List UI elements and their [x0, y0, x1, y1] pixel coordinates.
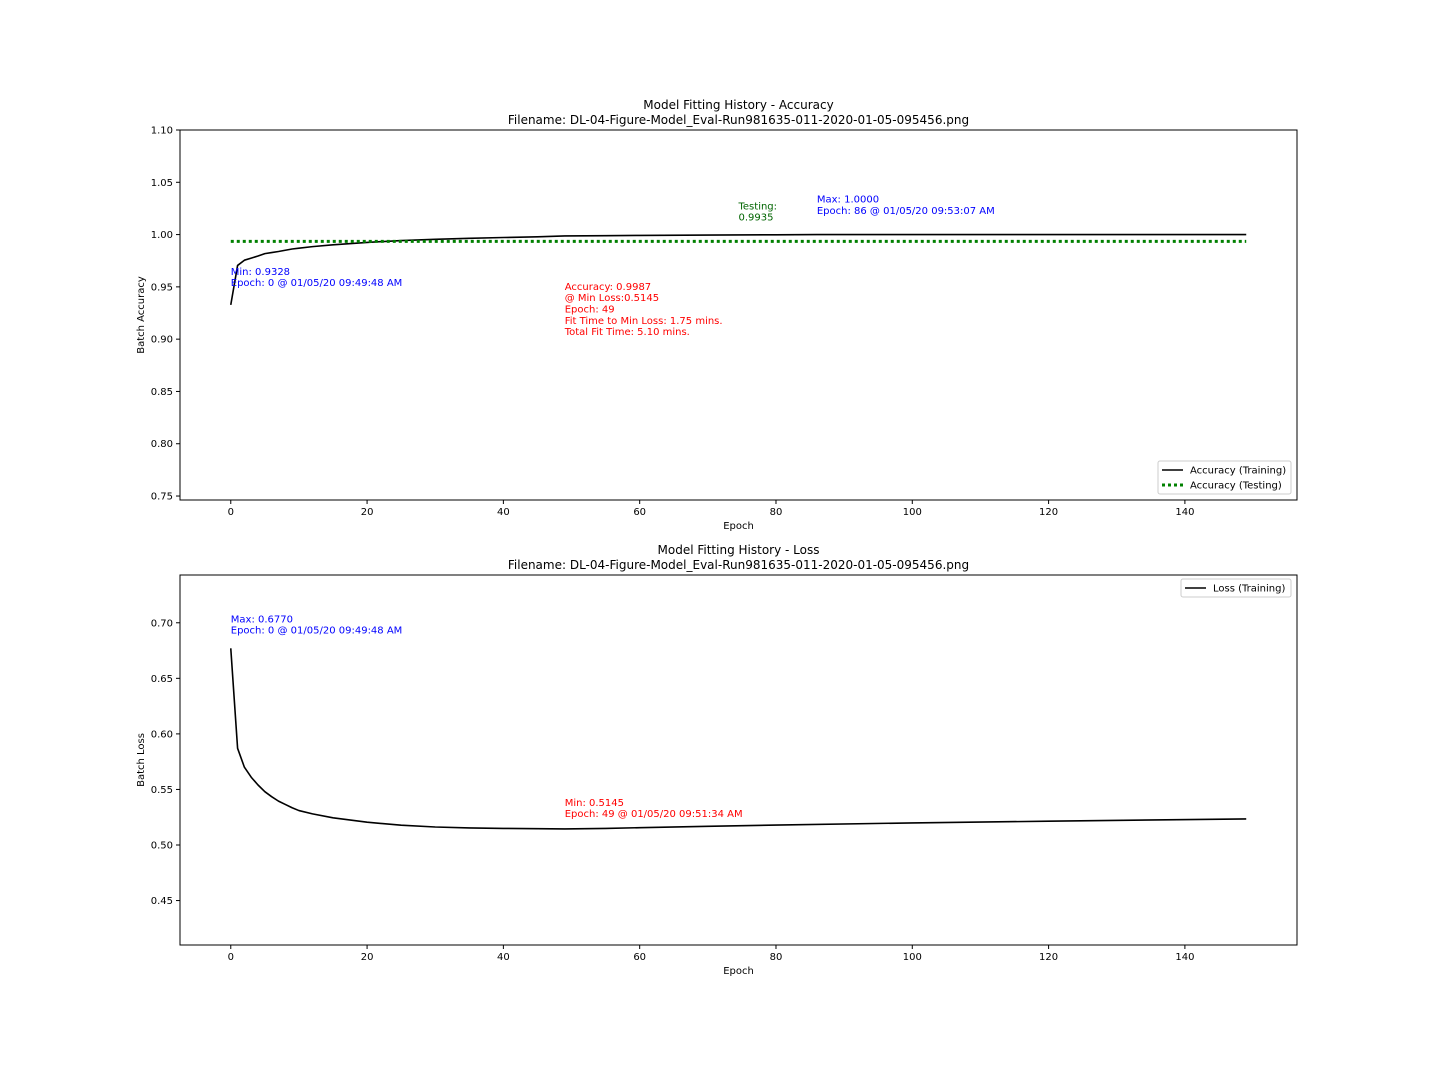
annotation-line: Epoch: 49 — [565, 305, 615, 316]
x-tick-label: 40 — [497, 952, 510, 963]
y-tick-label: 0.95 — [151, 282, 173, 293]
y-tick-label: 0.65 — [151, 674, 173, 685]
annotation-line: Epoch: 86 @ 01/05/20 09:53:07 AM — [817, 206, 995, 217]
x-tick-label: 120 — [1039, 507, 1058, 518]
legend: Loss (Training) — [1180, 578, 1292, 598]
x-tick-label: 80 — [770, 507, 783, 518]
y-tick-label: 1.05 — [151, 178, 173, 189]
y-tick-label: 0.55 — [151, 785, 173, 796]
x-tick-label: 100 — [903, 507, 922, 518]
annotation-line: @ Min Loss:0.5145 — [565, 293, 659, 304]
x-tick-label: 20 — [361, 507, 374, 518]
x-tick-label: 40 — [497, 507, 510, 518]
annotation: Accuracy: 0.9987@ Min Loss:0.5145Epoch: … — [564, 282, 723, 338]
y-tick-label: 0.45 — [151, 896, 173, 907]
annotation-line: Max: 0.6770 — [231, 614, 293, 625]
annotation: Testing:0.9935 — [738, 201, 778, 223]
legend: Accuracy (Training) Accuracy (Testing) — [1157, 460, 1292, 495]
y-tick-label: 0.80 — [151, 439, 173, 450]
annotation-line: Min: 0.5145 — [565, 798, 624, 809]
legend-box — [1157, 460, 1292, 495]
chart-panel-accuracy: Model Fitting History - AccuracyFilename… — [136, 98, 1298, 532]
series-line-accuracy-training — [229, 233, 1247, 305]
annotation-line: Fit Time to Min Loss: 1.75 mins. — [565, 316, 723, 327]
y-tick-label: 1.00 — [151, 230, 173, 241]
annotation-line: Testing: — [738, 201, 778, 212]
annotation-line: Epoch: 0 @ 01/05/20 09:49:48 AM — [231, 278, 403, 289]
chart-title: Model Fitting History - Accuracy — [643, 98, 833, 112]
y-tick-label: 0.60 — [151, 729, 173, 740]
annotation-line: Epoch: 0 @ 01/05/20 09:49:48 AM — [231, 626, 403, 637]
x-tick-label: 100 — [903, 952, 922, 963]
x-tick-label: 120 — [1039, 952, 1058, 963]
legend-label: Loss (Training) — [1213, 584, 1285, 595]
legend-label: Accuracy (Training) — [1190, 466, 1286, 477]
legend-box — [1180, 578, 1292, 598]
x-tick-label: 60 — [633, 507, 646, 518]
annotation-line: Min: 0.9328 — [231, 267, 290, 278]
axes-frame — [179, 574, 1298, 946]
annotation-line: Max: 1.0000 — [817, 195, 879, 206]
y-tick-label: 0.70 — [151, 618, 173, 629]
y-tick-label: 1.10 — [151, 126, 173, 137]
y-tick-label: 0.85 — [151, 387, 173, 398]
x-tick-label: 20 — [361, 952, 374, 963]
axes-frame — [179, 129, 1298, 501]
y-axis-label: Batch Accuracy — [136, 276, 147, 354]
annotation-line: Total Fit Time: 5.10 mins. — [564, 327, 690, 338]
y-tick-label: 0.75 — [151, 492, 173, 503]
legend-label: Accuracy (Testing) — [1190, 481, 1282, 492]
chart-subtitle: Filename: DL-04-Figure-Model_Eval-Run981… — [508, 113, 969, 127]
y-axis-label: Batch Loss — [136, 733, 147, 787]
x-axis-label: Epoch — [723, 966, 754, 977]
annotation-line: Accuracy: 0.9987 — [565, 282, 651, 293]
x-tick-label: 80 — [770, 952, 783, 963]
series-line-loss-training — [229, 648, 1247, 830]
chart-title: Model Fitting History - Loss — [658, 543, 820, 557]
y-tick-label: 0.50 — [151, 841, 173, 852]
y-tick-label: 0.90 — [151, 335, 173, 346]
x-tick-label: 140 — [1175, 952, 1194, 963]
x-axis-label: Epoch — [723, 521, 754, 532]
annotation-line: 0.9935 — [739, 213, 774, 224]
annotation-line: Epoch: 49 @ 01/05/20 09:51:34 AM — [565, 809, 743, 820]
chart-subtitle: Filename: DL-04-Figure-Model_Eval-Run981… — [508, 558, 969, 572]
x-tick-label: 140 — [1175, 507, 1194, 518]
x-tick-label: 60 — [633, 952, 646, 963]
x-tick-label: 0 — [228, 507, 234, 518]
x-tick-label: 0 — [228, 952, 234, 963]
